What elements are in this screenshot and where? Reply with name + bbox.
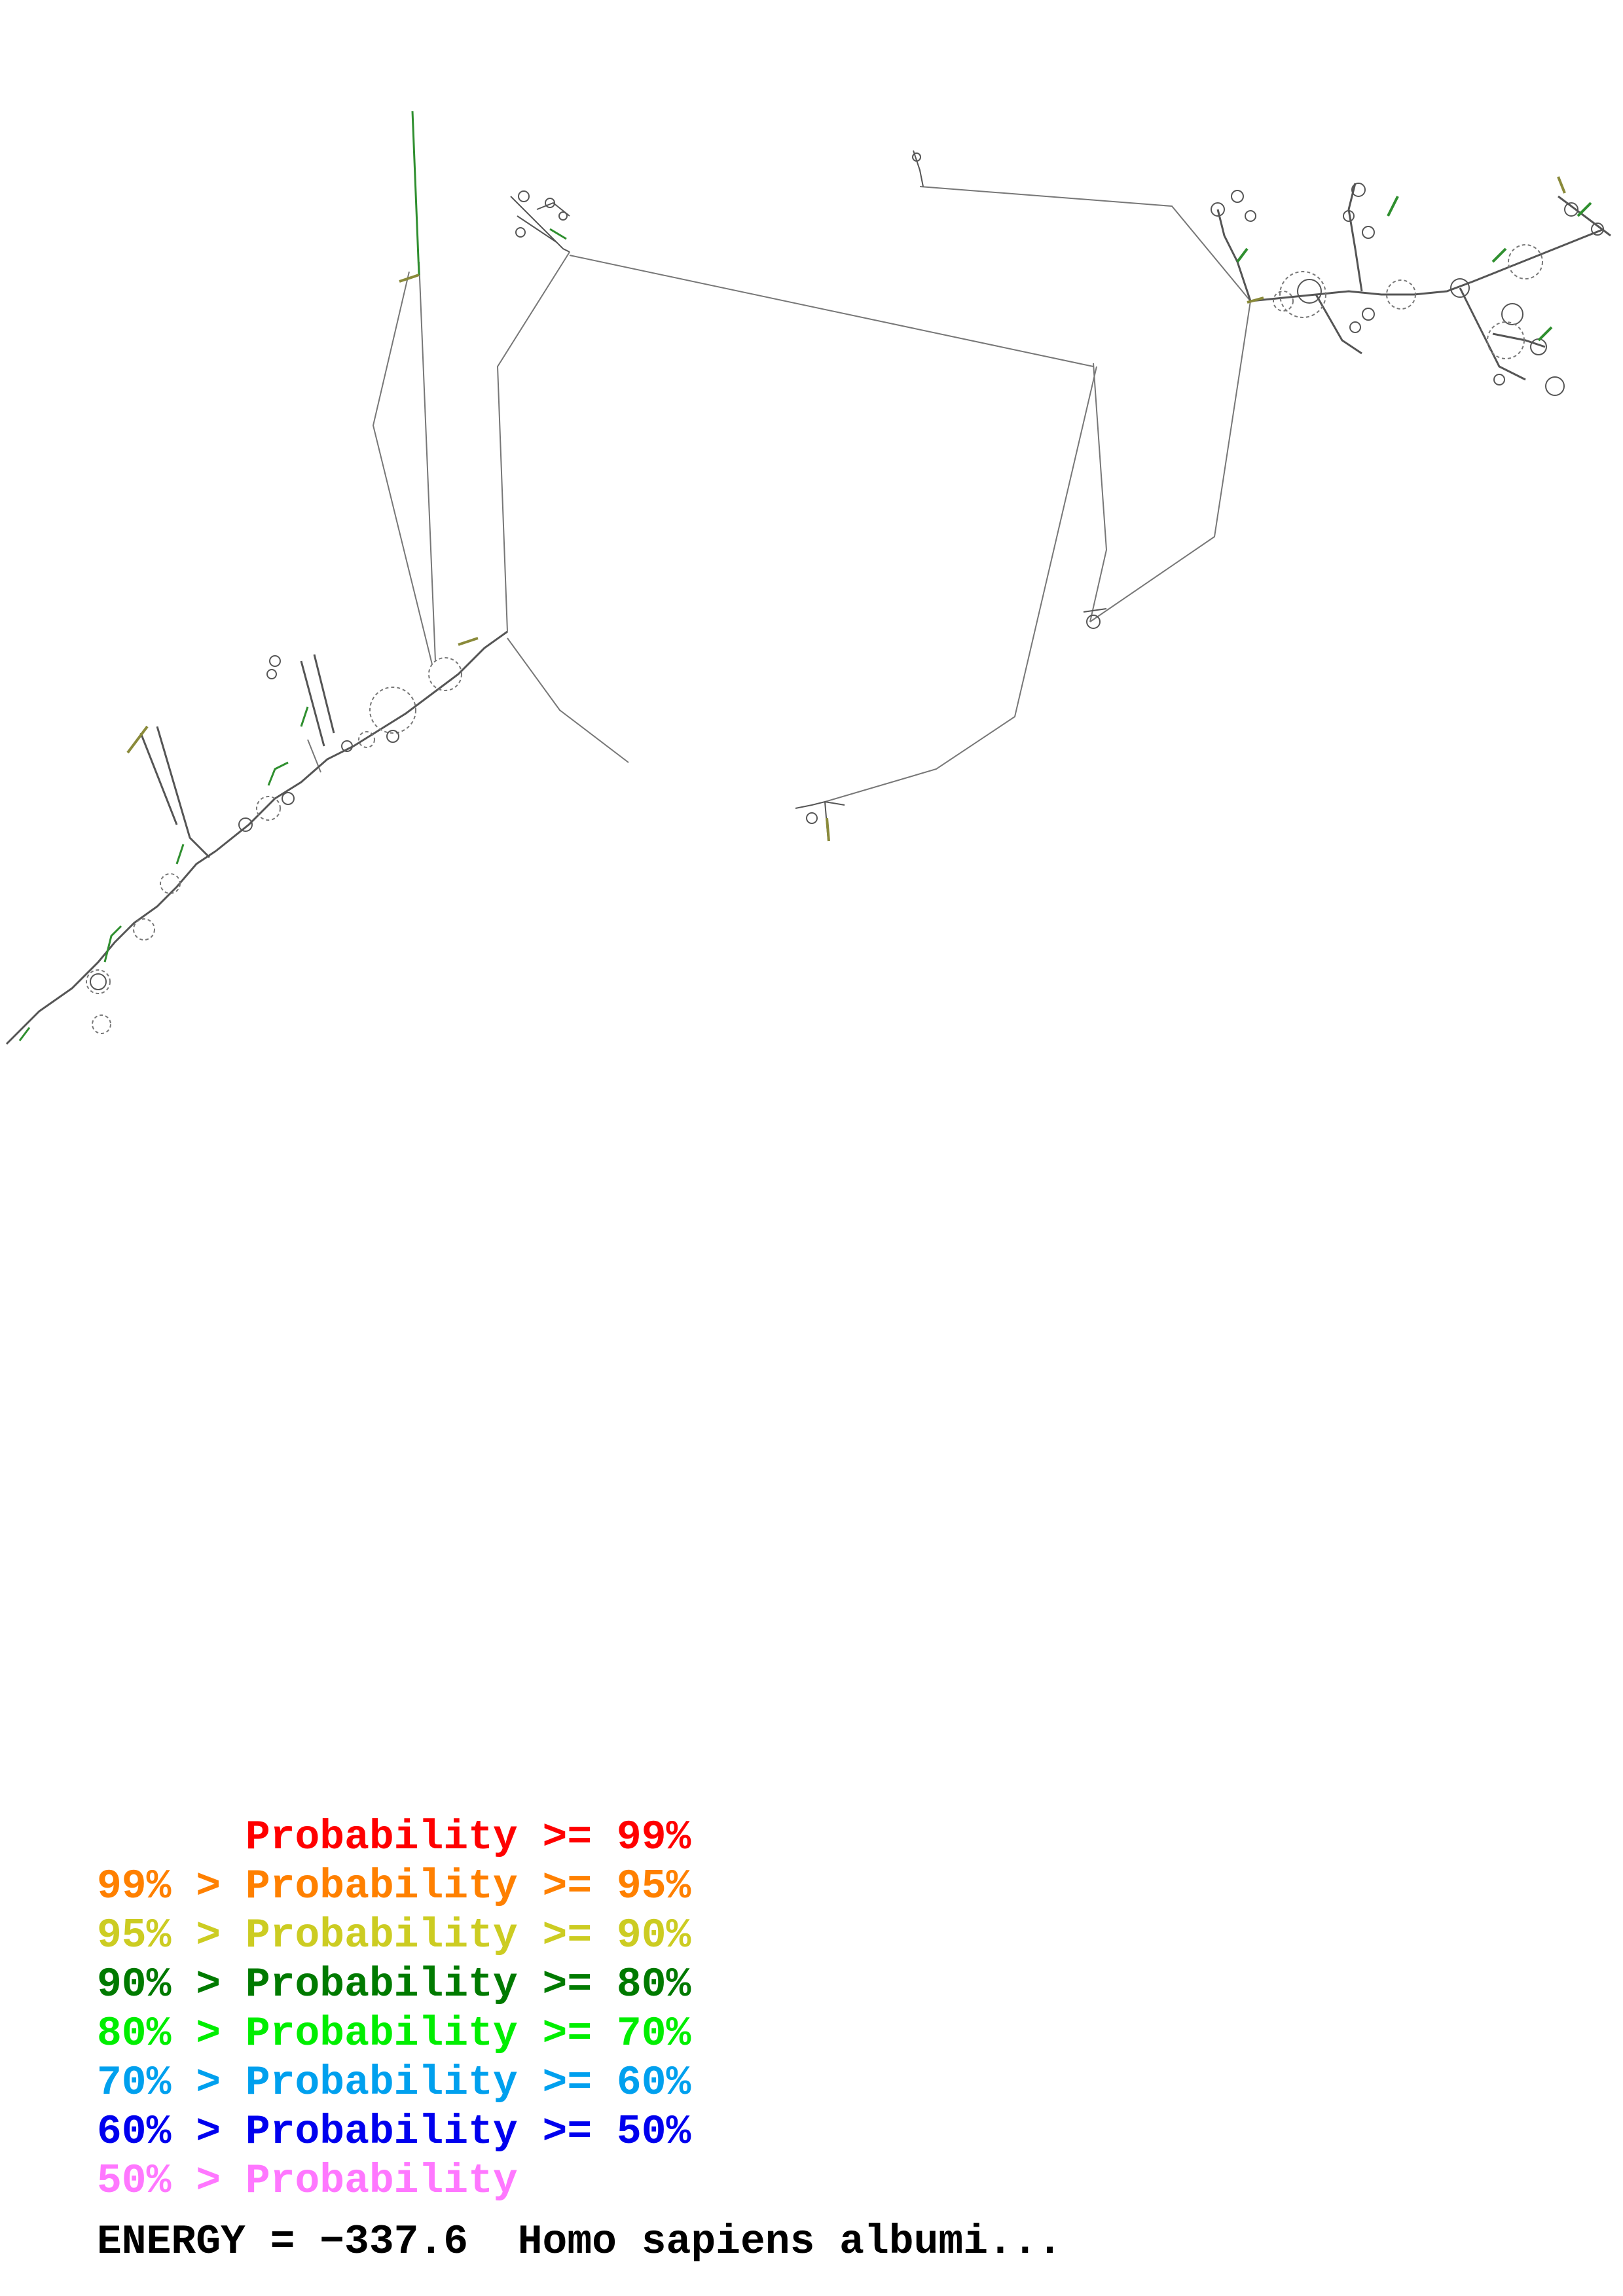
- bottom-center-hairpin: [795, 800, 845, 842]
- top-left-cluster: [510, 190, 570, 253]
- legend-range-label: Probability >= 60%: [245, 2060, 691, 2106]
- backbone-lines: [307, 186, 1251, 802]
- legend-range-prefix: 95% >: [97, 1912, 246, 1959]
- mid-right-hairpin: [1083, 608, 1107, 629]
- legend-range-label: Probability >= 70%: [245, 2011, 691, 2057]
- legend-range-label: Probability >= 99%: [245, 1814, 691, 1861]
- right-cluster-green-stems: [1236, 196, 1592, 342]
- legend-row: 99% > Probability >= 95%: [97, 1862, 691, 1911]
- probability-legend: Probability >= 99% 99% > Probability >= 9…: [97, 1813, 691, 2206]
- legend-range-label: Probability >= 95%: [245, 1863, 691, 1910]
- left-arm-backbone: [5, 630, 508, 1045]
- left-arm-hairpins: [18, 111, 420, 1041]
- legend-range-label: Probability >= 90%: [245, 1912, 691, 1959]
- rna-secondary-structure-diagram: [5, 111, 1611, 1045]
- legend-row: 95% > Probability >= 90%: [97, 1911, 691, 1960]
- top-hairpin: [912, 150, 924, 187]
- legend-range-prefix: [97, 1814, 246, 1861]
- top-left-cluster-green: [549, 228, 567, 240]
- legend-range-prefix: 70% >: [97, 2060, 246, 2106]
- legend-row: 90% > Probability >= 80%: [97, 1960, 691, 2009]
- legend-range-prefix: 80% >: [97, 2011, 246, 2057]
- legend-range-prefix: 60% >: [97, 2109, 246, 2155]
- legend-row: 80% > Probability >= 70%: [97, 2009, 691, 2058]
- right-cluster-loops: [1211, 183, 1604, 396]
- legend-row: 60% > Probability >= 50%: [97, 2108, 691, 2157]
- legend-range-prefix: 90% >: [97, 1962, 246, 2008]
- right-cluster-olive-stems: [1247, 176, 1566, 304]
- left-arm-loops: [86, 657, 462, 1034]
- legend-range-prefix: 50% >: [97, 2158, 246, 2204]
- legend-range-label: Probability >= 50%: [245, 2109, 691, 2155]
- legend-range-prefix: 99% >: [97, 1863, 246, 1910]
- legend-row: 70% > Probability >= 60%: [97, 2058, 691, 2108]
- legend-range-label: Probability: [245, 2158, 518, 2204]
- legend-row: Probability >= 99%: [97, 1813, 691, 1862]
- left-arm-solid-loops: [90, 655, 399, 990]
- right-cluster-dashed: [1273, 244, 1543, 359]
- energy-label: ENERGY = −337.6 Homo sapiens albumi...: [97, 2219, 1063, 2265]
- right-cluster-backbone: [1216, 183, 1611, 381]
- legend-row: 50% > Probability: [97, 2157, 691, 2206]
- legend-range-label: Probability >= 80%: [245, 1962, 691, 2008]
- left-arm-stems: [126, 274, 479, 754]
- bottom-center-stem: [826, 817, 830, 842]
